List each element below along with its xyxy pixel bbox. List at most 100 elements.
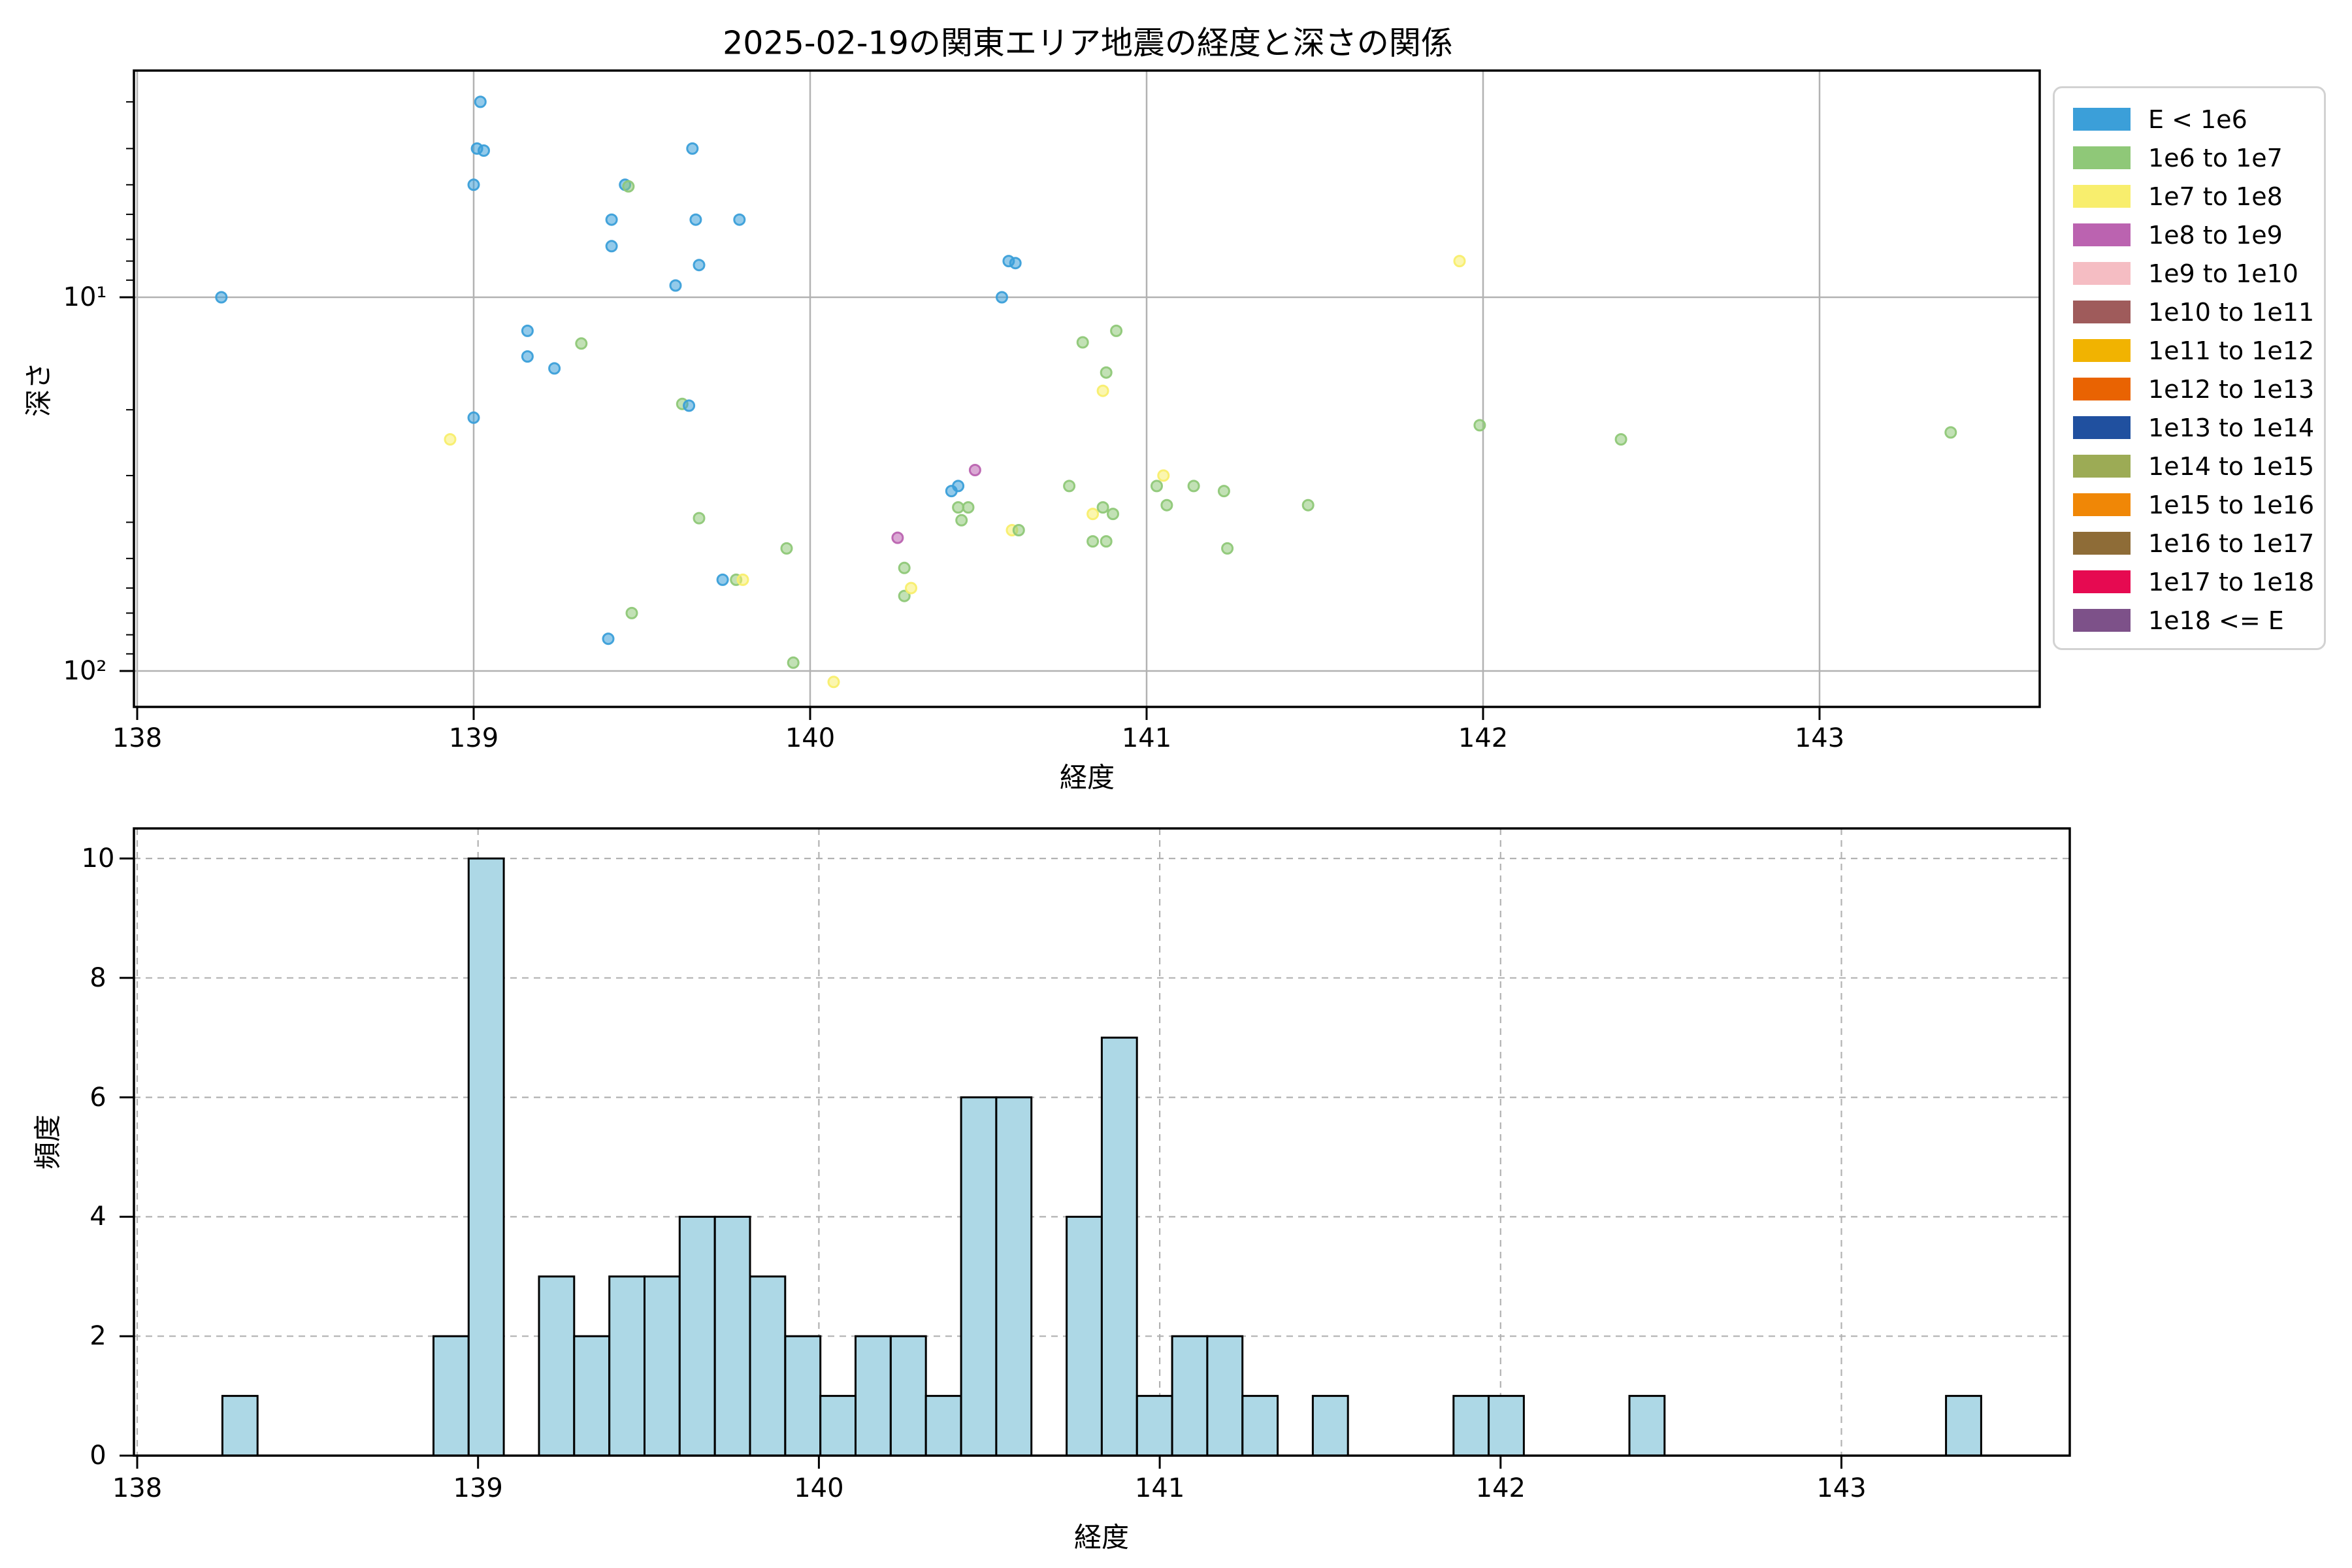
histogram-bar <box>995 1096 1033 1457</box>
histogram-bar <box>1135 1395 1173 1457</box>
scatter-point <box>968 464 981 476</box>
scatter-point <box>1086 535 1100 548</box>
scatter-point <box>905 581 917 595</box>
legend-swatch <box>2073 108 2131 131</box>
legend-label: 1e9 to 1e10 <box>2148 259 2298 288</box>
scatter-point <box>1009 257 1022 270</box>
histogram-y-tick-label: 2 <box>90 1321 106 1352</box>
legend-swatch <box>2073 532 2131 555</box>
histogram-bar <box>960 1096 998 1457</box>
histogram-bar <box>573 1335 611 1457</box>
legend-item: 1e6 to 1e7 <box>2055 139 2324 177</box>
histogram-xlabel: 経度 <box>1073 1521 1130 1554</box>
histogram-y-tick-label: 8 <box>90 962 106 993</box>
legend-label: 1e6 to 1e7 <box>2148 143 2283 172</box>
scatter-point <box>521 350 534 363</box>
scatter-point <box>952 501 965 514</box>
histogram-bar <box>1241 1395 1279 1457</box>
legend-label: 1e12 to 1e13 <box>2148 374 2315 404</box>
histogram-bar <box>221 1395 259 1457</box>
scatter-point <box>955 514 968 527</box>
scatter-ylabel: 深さ <box>22 361 55 417</box>
legend-swatch <box>2073 301 2131 323</box>
scatter-ticks <box>120 101 1821 720</box>
scatter-point <box>1076 336 1089 349</box>
legend-label: 1e14 to 1e15 <box>2148 451 2315 481</box>
scatter-point <box>733 213 746 226</box>
scatter-points <box>215 95 1957 689</box>
scatter-point <box>669 279 682 292</box>
histogram-bars <box>221 857 1982 1457</box>
scatter-x-tick-label: 139 <box>448 723 499 753</box>
legend-item: 1e11 to 1e12 <box>2055 331 2324 370</box>
histogram-y-tick-label: 10 <box>81 843 115 874</box>
scatter-point <box>716 573 729 586</box>
legend-swatch <box>2073 609 2131 632</box>
scatter-point <box>521 324 534 337</box>
histogram-bar <box>819 1395 857 1457</box>
legend-label: 1e8 to 1e9 <box>2148 220 2283 250</box>
legend-item: 1e9 to 1e10 <box>2055 254 2324 293</box>
legend-label: 1e11 to 1e12 <box>2148 336 2315 365</box>
scatter-point <box>898 589 911 602</box>
legend-swatch <box>2073 262 2131 285</box>
legend-swatch <box>2073 416 2131 439</box>
scatter-point <box>444 433 457 446</box>
scatter-point <box>474 95 487 108</box>
scatter-point <box>602 632 615 645</box>
scatter-point <box>467 411 480 424</box>
legend-label: 1e17 to 1e18 <box>2148 567 2315 596</box>
legend-item: 1e12 to 1e13 <box>2055 370 2324 408</box>
histogram-bar <box>1945 1395 1982 1457</box>
histogram-bar <box>608 1275 646 1457</box>
scatter-x-tick-label: 141 <box>1121 723 1172 753</box>
scatter-point <box>622 180 635 193</box>
histogram-ylabel: 頻度 <box>31 1114 64 1170</box>
scatter-point <box>683 399 696 412</box>
scatter-point <box>1063 480 1076 493</box>
histogram-bar <box>1171 1335 1209 1457</box>
scatter-point <box>605 213 618 226</box>
scatter-point <box>1614 433 1627 446</box>
histogram-bar <box>1452 1395 1490 1457</box>
scatter-point <box>575 337 588 350</box>
scatter-point <box>1100 535 1113 548</box>
histogram-y-tick-label: 0 <box>90 1441 106 1471</box>
scatter-x-tick-label: 140 <box>785 723 836 753</box>
scatter-point <box>1096 501 1109 514</box>
scatter-point <box>952 480 965 493</box>
legend-swatch <box>2073 493 2131 516</box>
scatter-x-tick-label: 143 <box>1794 723 1845 753</box>
histogram-y-tick-label: 6 <box>90 1082 106 1113</box>
histogram-bar <box>467 857 505 1457</box>
legend-item: 1e15 to 1e16 <box>2055 485 2324 524</box>
scatter-y-tick-label: 10² <box>63 656 107 686</box>
legend-swatch <box>2073 223 2131 246</box>
histogram-bar <box>749 1275 787 1457</box>
scatter-point <box>1157 469 1170 482</box>
chart-title: 2025-02-19の関東エリア地震の経度と深さの関係 <box>723 24 1453 62</box>
scatter-point <box>962 501 975 514</box>
scatter-point <box>1151 480 1163 493</box>
scatter-x-tick-label: 138 <box>112 723 163 753</box>
histogram-bar <box>784 1335 822 1457</box>
histogram-bar <box>713 1215 751 1457</box>
scatter-point <box>898 561 911 574</box>
legend-swatch <box>2073 185 2131 208</box>
legend: E < 1e6 1e6 to 1e7 1e7 to 1e8 1e8 to 1e9 1e9… <box>2053 86 2326 650</box>
scatter-point <box>693 259 706 272</box>
scatter-point <box>625 606 638 619</box>
histogram-bar <box>1488 1395 1525 1457</box>
histogram-bar <box>1206 1335 1244 1457</box>
legend-swatch <box>2073 339 2131 362</box>
scatter-point <box>827 676 840 689</box>
histogram-bar <box>1311 1395 1349 1457</box>
scatter-point <box>736 573 749 586</box>
scatter-gridlines <box>134 71 2040 707</box>
histogram-bar <box>889 1335 927 1457</box>
scatter-point <box>693 512 706 525</box>
legend-item: 1e10 to 1e11 <box>2055 293 2324 331</box>
legend-label: 1e15 to 1e16 <box>2148 490 2315 519</box>
scatter-point <box>1110 324 1123 337</box>
scatter-point <box>1221 542 1234 555</box>
